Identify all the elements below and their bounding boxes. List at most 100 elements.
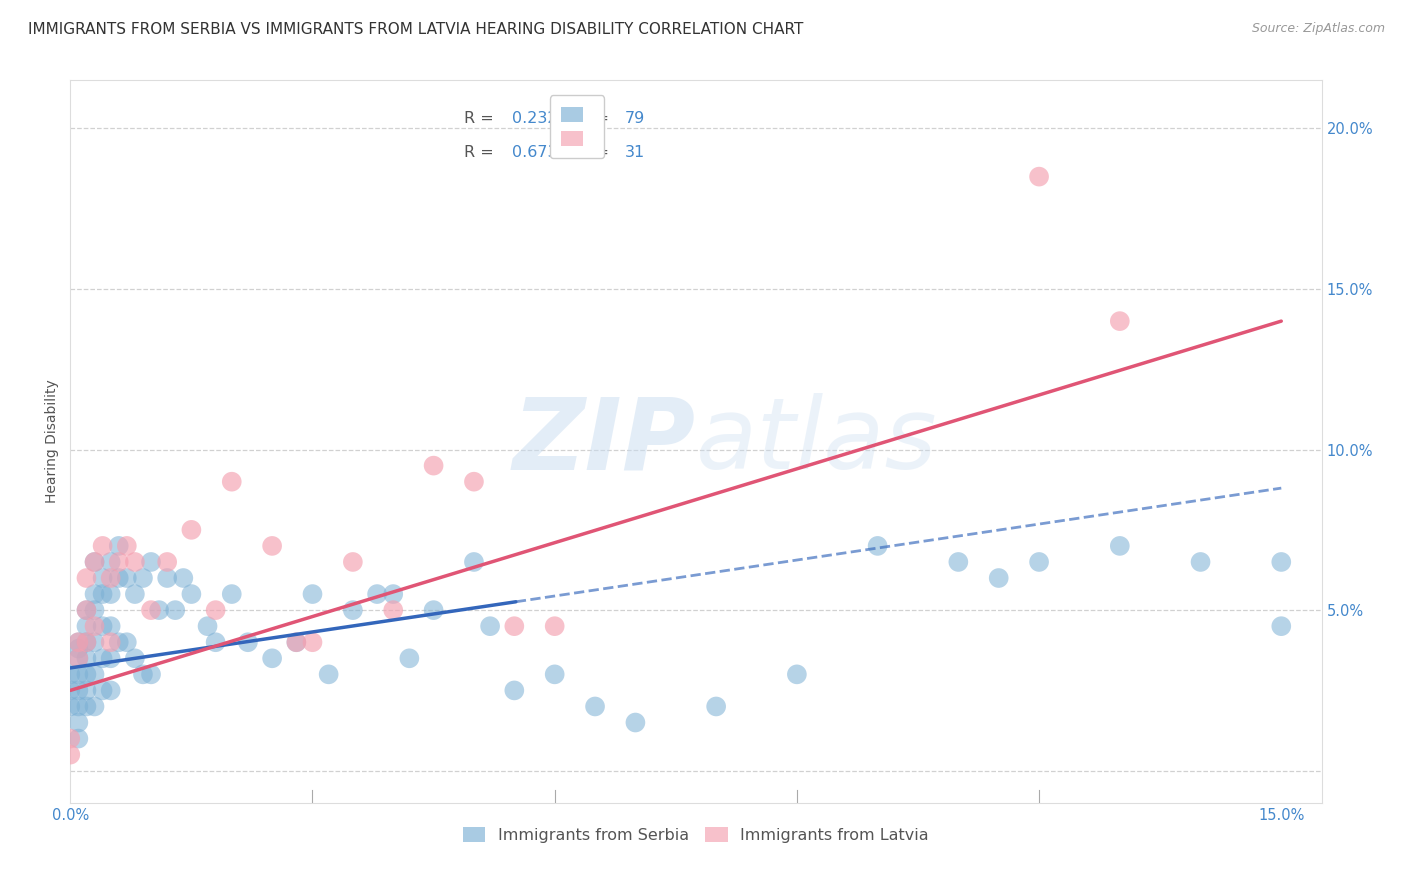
Point xyxy=(100,651,122,665)
Point xyxy=(544,619,567,633)
Point xyxy=(285,635,308,649)
Point xyxy=(83,555,105,569)
Point xyxy=(1189,555,1212,569)
Point xyxy=(67,683,90,698)
Text: N =: N = xyxy=(568,145,614,160)
Point xyxy=(67,667,90,681)
Point xyxy=(75,635,97,649)
Point xyxy=(59,683,82,698)
Point xyxy=(91,683,114,698)
Point xyxy=(1108,539,1130,553)
Point xyxy=(583,699,606,714)
Point xyxy=(503,619,526,633)
Point xyxy=(67,651,90,665)
Point xyxy=(59,667,82,681)
Point xyxy=(83,587,105,601)
Point xyxy=(67,699,90,714)
Point xyxy=(67,635,90,649)
Text: 31: 31 xyxy=(624,145,645,160)
Point xyxy=(75,603,97,617)
Point xyxy=(83,635,105,649)
Point xyxy=(75,619,97,633)
Point xyxy=(866,539,889,553)
Text: R =: R = xyxy=(464,145,499,160)
Point xyxy=(987,571,1010,585)
Point xyxy=(115,571,138,585)
Point xyxy=(67,731,90,746)
Point xyxy=(1028,555,1050,569)
Point xyxy=(100,683,122,698)
Point xyxy=(139,603,162,617)
Point xyxy=(83,603,105,617)
Text: ZIP: ZIP xyxy=(513,393,696,490)
Text: Source: ZipAtlas.com: Source: ZipAtlas.com xyxy=(1251,22,1385,36)
Point xyxy=(124,651,146,665)
Point xyxy=(301,635,323,649)
Point xyxy=(75,651,97,665)
Point xyxy=(382,587,405,601)
Point xyxy=(75,699,97,714)
Point xyxy=(139,667,162,681)
Point xyxy=(180,523,202,537)
Point xyxy=(204,603,226,617)
Point xyxy=(544,667,567,681)
Point xyxy=(91,619,114,633)
Point xyxy=(156,571,179,585)
Point xyxy=(221,475,243,489)
Point xyxy=(262,651,284,665)
Point xyxy=(1270,619,1292,633)
Point xyxy=(124,555,146,569)
Point xyxy=(59,747,82,762)
Point xyxy=(479,619,502,633)
Point xyxy=(75,683,97,698)
Point xyxy=(75,603,97,617)
Text: N =: N = xyxy=(568,112,614,126)
Point xyxy=(83,619,105,633)
Point xyxy=(115,539,138,553)
Point xyxy=(75,635,97,649)
Point xyxy=(704,699,727,714)
Point xyxy=(1270,555,1292,569)
Point xyxy=(132,667,155,681)
Point xyxy=(262,539,284,553)
Point xyxy=(197,619,219,633)
Point xyxy=(236,635,259,649)
Point xyxy=(124,587,146,601)
Point xyxy=(342,555,364,569)
Point xyxy=(132,571,155,585)
Point xyxy=(165,603,187,617)
Point xyxy=(91,651,114,665)
Point xyxy=(624,715,647,730)
Point xyxy=(342,603,364,617)
Point xyxy=(67,641,90,656)
Point xyxy=(59,699,82,714)
Point xyxy=(100,571,122,585)
Point xyxy=(463,555,485,569)
Point xyxy=(1028,169,1050,184)
Point xyxy=(463,475,485,489)
Point xyxy=(91,571,114,585)
Point xyxy=(100,555,122,569)
Point xyxy=(115,635,138,649)
Point xyxy=(422,458,444,473)
Point xyxy=(148,603,170,617)
Point xyxy=(59,731,82,746)
Point xyxy=(786,667,808,681)
Point xyxy=(172,571,194,585)
Point xyxy=(318,667,340,681)
Text: R =: R = xyxy=(464,112,499,126)
Point xyxy=(83,667,105,681)
Point xyxy=(107,571,129,585)
Point xyxy=(221,587,243,601)
Point xyxy=(948,555,970,569)
Point xyxy=(1108,314,1130,328)
Text: IMMIGRANTS FROM SERBIA VS IMMIGRANTS FROM LATVIA HEARING DISABILITY CORRELATION : IMMIGRANTS FROM SERBIA VS IMMIGRANTS FRO… xyxy=(28,22,803,37)
Point xyxy=(67,715,90,730)
Point xyxy=(91,539,114,553)
Point xyxy=(382,603,405,617)
Point xyxy=(366,587,388,601)
Point xyxy=(285,635,308,649)
Point xyxy=(107,555,129,569)
Text: 0.673: 0.673 xyxy=(512,145,558,160)
Point xyxy=(75,571,97,585)
